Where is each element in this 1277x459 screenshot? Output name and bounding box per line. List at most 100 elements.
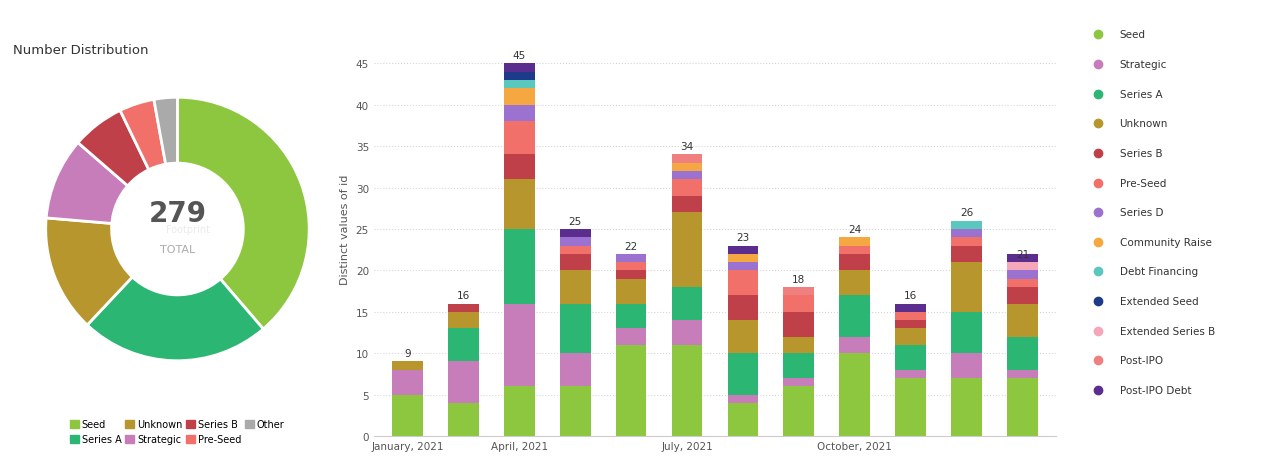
Text: Unknown: Unknown [1120, 119, 1168, 129]
Bar [392, 370, 423, 395]
Bar [559, 304, 590, 353]
Text: 26: 26 [960, 208, 973, 218]
Bar [616, 279, 646, 304]
Text: Extended Series B: Extended Series B [1120, 326, 1214, 336]
Bar [784, 386, 815, 436]
Bar [392, 395, 423, 436]
Bar [951, 238, 982, 246]
Bar [448, 403, 479, 436]
Text: Community Raise: Community Raise [1120, 237, 1212, 247]
Text: Series A: Series A [1120, 90, 1162, 100]
Bar [895, 345, 926, 370]
Bar [728, 403, 759, 436]
Bar [1008, 378, 1038, 436]
Wedge shape [87, 277, 263, 361]
Bar [839, 246, 870, 254]
Bar [951, 378, 982, 436]
Bar [784, 353, 815, 378]
Wedge shape [120, 100, 166, 170]
Bar [1008, 370, 1038, 378]
Bar [895, 312, 926, 320]
Bar [1008, 254, 1038, 263]
Bar [895, 304, 926, 312]
Bar [839, 353, 870, 436]
Bar [559, 238, 590, 246]
Text: 18: 18 [792, 274, 806, 284]
Wedge shape [46, 218, 133, 325]
Text: Post-IPO: Post-IPO [1120, 355, 1162, 365]
Bar [784, 312, 815, 337]
Wedge shape [78, 111, 149, 186]
Bar [559, 254, 590, 271]
Bar [1008, 279, 1038, 287]
Bar [1008, 337, 1038, 370]
Text: 22: 22 [624, 241, 637, 251]
Text: 23: 23 [737, 233, 750, 243]
Bar [728, 271, 759, 296]
Bar [784, 337, 815, 353]
Bar [951, 221, 982, 230]
Bar [951, 353, 982, 378]
Bar [559, 353, 590, 386]
Bar [559, 271, 590, 304]
Text: Pre-Seed: Pre-Seed [1120, 178, 1166, 188]
Bar [504, 155, 535, 180]
Bar [839, 296, 870, 337]
Bar [672, 196, 702, 213]
Text: Post-IPO Debt: Post-IPO Debt [1120, 385, 1191, 395]
Bar [895, 320, 926, 329]
Text: Series B: Series B [1120, 149, 1162, 158]
Bar [448, 362, 479, 403]
Bar [895, 378, 926, 436]
Text: Strategic: Strategic [1120, 60, 1167, 70]
Bar [672, 155, 702, 163]
Bar [504, 122, 535, 155]
Bar [839, 254, 870, 271]
Bar [672, 345, 702, 436]
Bar [672, 163, 702, 172]
Bar [504, 81, 535, 89]
Wedge shape [153, 98, 178, 165]
Wedge shape [178, 98, 309, 329]
Bar [728, 263, 759, 271]
Bar [672, 320, 702, 345]
Bar [784, 287, 815, 296]
Bar [504, 230, 535, 304]
Text: Footprint: Footprint [166, 224, 209, 235]
Bar [448, 312, 479, 329]
Bar [839, 271, 870, 296]
Bar [1008, 271, 1038, 279]
Bar [448, 304, 479, 312]
Bar [616, 263, 646, 271]
Text: Seed: Seed [1120, 30, 1145, 40]
Bar [672, 287, 702, 320]
Bar [672, 213, 702, 287]
Text: Number Distribution: Number Distribution [13, 44, 148, 57]
Bar [784, 378, 815, 386]
Bar [559, 230, 590, 238]
Text: 279: 279 [148, 200, 207, 228]
Bar [616, 329, 646, 345]
Bar [951, 312, 982, 353]
Bar [728, 296, 759, 320]
Bar [895, 370, 926, 378]
Text: 34: 34 [681, 142, 693, 152]
Text: 24: 24 [848, 224, 862, 235]
Text: 25: 25 [568, 216, 582, 226]
Bar [728, 254, 759, 263]
Text: 16: 16 [457, 291, 470, 301]
Bar [559, 386, 590, 436]
Bar [504, 386, 535, 436]
Bar [672, 172, 702, 180]
Bar [839, 337, 870, 353]
Bar [616, 271, 646, 279]
Text: 45: 45 [512, 51, 526, 61]
Bar [951, 230, 982, 238]
Y-axis label: Distinct values of id: Distinct values of id [340, 174, 350, 285]
Bar [559, 246, 590, 254]
Bar [784, 296, 815, 312]
Bar [728, 395, 759, 403]
Bar [504, 180, 535, 230]
Bar [1008, 287, 1038, 304]
Bar [728, 246, 759, 254]
